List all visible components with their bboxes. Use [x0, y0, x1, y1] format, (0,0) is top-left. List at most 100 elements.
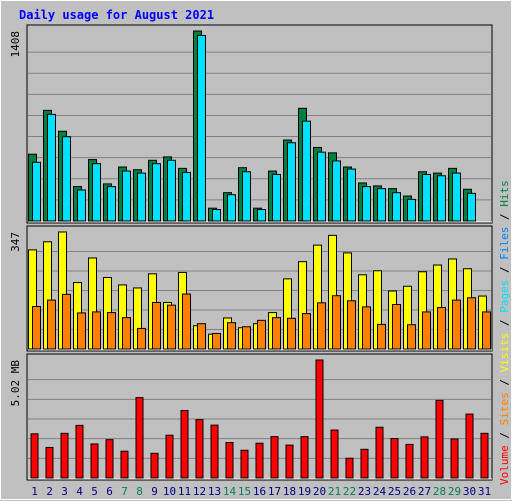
- bar-files-day-17: [272, 173, 281, 222]
- day-label-19: 19: [298, 485, 311, 498]
- bar-sites-day-10: [167, 304, 176, 350]
- day-label-24: 24: [373, 485, 387, 498]
- bar-sites-day-4: [77, 312, 86, 350]
- axis-max-label-hits-files: 1408: [9, 31, 22, 58]
- bar-volume-day-19: [300, 436, 309, 479]
- day-label-10: 10: [163, 485, 176, 498]
- bar-sites-day-7: [122, 317, 131, 350]
- panel-frame-hits-files: [26, 24, 493, 224]
- bar-volume-day-15: [240, 449, 249, 479]
- day-label-6: 6: [106, 485, 113, 498]
- axis-max-label-pages-visits-sites: 347: [9, 232, 22, 252]
- bar-sites-day-25: [392, 303, 401, 350]
- bar-sites-day-6: [107, 312, 116, 350]
- day-label-4: 4: [76, 485, 83, 498]
- legend-separator: /: [498, 260, 511, 280]
- day-label-14: 14: [223, 485, 237, 498]
- day-label-8: 8: [136, 485, 143, 498]
- day-label-5: 5: [91, 485, 98, 498]
- day-label-2: 2: [46, 485, 53, 498]
- day-label-18: 18: [283, 485, 296, 498]
- bar-sites-day-24: [377, 323, 386, 350]
- bar-sites-day-13: [212, 332, 221, 350]
- day-label-16: 16: [253, 485, 266, 498]
- bar-volume-day-4: [75, 424, 84, 479]
- bar-sites-day-8: [137, 327, 146, 350]
- bar-files-day-11: [182, 171, 191, 222]
- bar-volume-day-26: [405, 443, 414, 479]
- bar-files-day-30: [467, 192, 476, 222]
- bar-files-day-7: [122, 170, 131, 222]
- bar-files-day-12: [197, 34, 206, 222]
- legend-separator: /: [498, 372, 511, 392]
- day-label-9: 9: [151, 485, 158, 498]
- bar-sites-day-22: [347, 300, 356, 350]
- bar-sites-day-2: [47, 299, 56, 350]
- bar-volume-day-29: [450, 438, 459, 479]
- bar-sites-day-11: [182, 293, 191, 350]
- bar-sites-day-28: [437, 307, 446, 350]
- bar-volume-day-31: [480, 432, 489, 479]
- bar-volume-day-5: [90, 443, 99, 479]
- bar-volume-day-10: [165, 434, 174, 479]
- bar-files-day-26: [407, 198, 416, 222]
- bar-volume-day-20: [315, 359, 324, 479]
- legend-separator: /: [498, 207, 511, 227]
- legend-separator: /: [498, 313, 511, 333]
- day-label-22: 22: [343, 485, 356, 498]
- bar-files-day-10: [167, 159, 176, 222]
- day-label-15: 15: [238, 485, 251, 498]
- panel-frame-volume: [26, 353, 493, 481]
- bar-sites-day-3: [62, 293, 71, 350]
- bar-volume-day-14: [225, 442, 234, 479]
- bar-volume-day-9: [150, 452, 159, 479]
- legend-item-hits: Hits: [498, 180, 511, 207]
- bar-sites-day-15: [242, 326, 251, 350]
- legend-item-visits: Visits: [498, 333, 511, 373]
- bar-files-day-2: [47, 113, 56, 222]
- bar-sites-day-19: [302, 313, 311, 350]
- bar-files-day-28: [437, 175, 446, 222]
- bar-sites-day-1: [32, 306, 41, 350]
- bar-files-day-23: [362, 186, 371, 222]
- bar-sites-day-20: [317, 302, 326, 350]
- bar-files-day-6: [107, 186, 116, 222]
- day-label-29: 29: [448, 485, 461, 498]
- legend-vertical: Volume / Sites / Visits / Pages / Files …: [498, 180, 511, 485]
- bar-volume-day-12: [195, 419, 204, 479]
- day-label-3: 3: [61, 485, 68, 498]
- bar-volume-day-7: [120, 450, 129, 479]
- bar-volume-day-16: [255, 442, 264, 479]
- bar-sites-day-27: [422, 311, 431, 350]
- day-label-7: 7: [121, 485, 128, 498]
- day-label-26: 26: [403, 485, 416, 498]
- bar-files-day-19: [302, 120, 311, 222]
- bar-files-day-14: [227, 194, 236, 222]
- day-label-30: 30: [463, 485, 476, 498]
- day-label-1: 1: [31, 485, 38, 498]
- day-label-12: 12: [193, 485, 206, 498]
- bar-sites-day-21: [332, 295, 341, 350]
- bar-volume-day-18: [285, 444, 294, 479]
- day-label-31: 31: [478, 485, 491, 498]
- day-label-25: 25: [388, 485, 401, 498]
- bar-volume-day-11: [180, 410, 189, 479]
- bar-sites-day-12: [197, 323, 206, 350]
- bar-sites-day-16: [257, 319, 266, 350]
- bar-volume-day-13: [210, 424, 219, 479]
- day-label-28: 28: [433, 485, 446, 498]
- bar-sites-day-26: [407, 324, 416, 350]
- bar-sites-day-29: [452, 299, 461, 350]
- bar-volume-day-21: [330, 429, 339, 479]
- bar-volume-day-27: [420, 436, 429, 479]
- day-label-27: 27: [418, 485, 431, 498]
- bar-volume-day-8: [135, 397, 144, 479]
- bar-files-day-22: [347, 168, 356, 222]
- day-label-20: 20: [313, 485, 326, 498]
- day-label-21: 21: [328, 485, 341, 498]
- chart-title: Daily usage for August 2021: [19, 8, 215, 22]
- bar-files-day-24: [377, 188, 386, 222]
- legend-separator: /: [498, 425, 511, 445]
- bar-files-day-16: [257, 209, 266, 222]
